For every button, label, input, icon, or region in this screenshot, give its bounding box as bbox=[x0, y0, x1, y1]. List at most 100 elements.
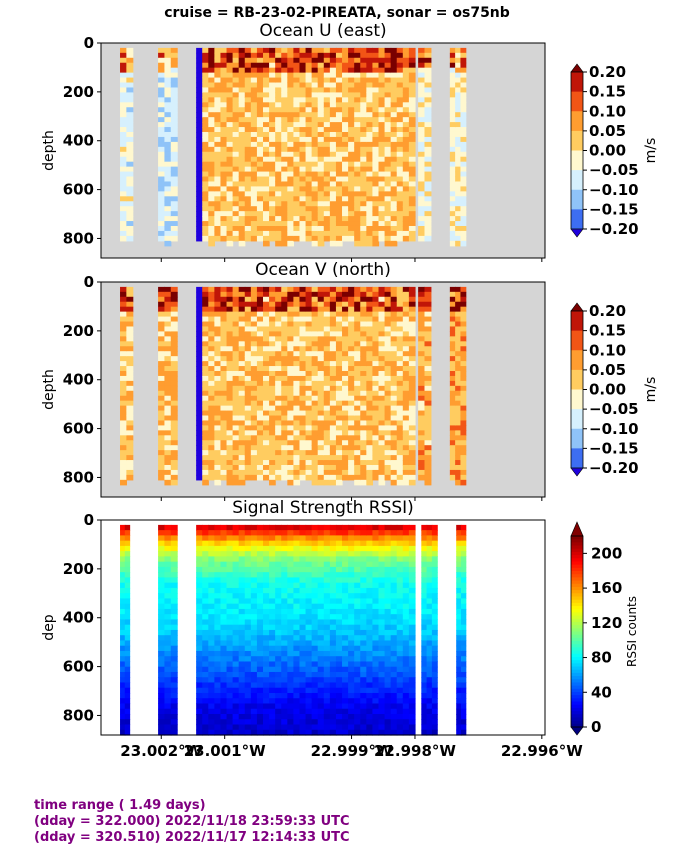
heatmap-cell bbox=[269, 469, 276, 476]
heatmap-cell bbox=[238, 146, 246, 153]
heatmap-cell bbox=[293, 366, 301, 372]
heatmap-cell bbox=[226, 692, 234, 699]
heatmap-cell bbox=[293, 535, 301, 542]
heatmap-cell bbox=[208, 635, 215, 642]
heatmap-cell bbox=[269, 608, 276, 615]
heatmap-cell bbox=[424, 107, 432, 113]
heatmap-cell bbox=[390, 186, 398, 192]
heatmap-cell bbox=[317, 629, 325, 636]
heatmap-cell bbox=[208, 117, 215, 123]
heatmap-cell bbox=[250, 650, 258, 657]
heatmap-cell bbox=[269, 127, 276, 133]
heatmap-cell bbox=[170, 87, 178, 94]
heatmap-cell bbox=[408, 361, 416, 367]
heatmap-cell bbox=[342, 587, 349, 594]
heatmap-cell bbox=[208, 385, 215, 392]
heatmap-cell bbox=[305, 582, 313, 589]
heatmap-cell bbox=[418, 151, 426, 158]
heatmap-cell bbox=[305, 341, 313, 347]
heatmap-cell bbox=[460, 351, 467, 357]
heatmap-cell bbox=[196, 361, 203, 367]
heatmap-cell bbox=[390, 356, 398, 362]
heatmap-cell bbox=[226, 682, 234, 689]
heatmap-cell bbox=[196, 171, 203, 178]
heatmap-cell bbox=[329, 52, 337, 59]
heatmap-cell bbox=[214, 593, 222, 600]
heatmap-cell bbox=[124, 666, 131, 673]
heatmap-cell bbox=[293, 122, 301, 128]
heatmap-cell bbox=[164, 445, 172, 451]
heatmap-cell bbox=[408, 316, 416, 323]
heatmap-cell bbox=[220, 102, 228, 108]
heatmap-cell bbox=[348, 97, 355, 103]
heatmap-cell bbox=[317, 296, 325, 303]
heatmap-cell bbox=[460, 146, 467, 153]
heatmap-cell bbox=[158, 62, 166, 69]
heatmap-cell bbox=[126, 311, 134, 318]
heatmap-cell bbox=[256, 341, 264, 347]
heatmap-cell bbox=[275, 57, 282, 64]
heatmap-cell bbox=[287, 524, 294, 531]
heatmap-cell bbox=[208, 593, 215, 600]
heatmap-cell bbox=[299, 102, 307, 108]
heatmap-cell bbox=[214, 661, 222, 668]
heatmap-cell bbox=[220, 97, 228, 103]
heatmap-cell bbox=[348, 572, 355, 579]
heatmap-cell bbox=[299, 331, 307, 337]
heatmap-cell bbox=[342, 545, 349, 552]
heatmap-cell bbox=[366, 464, 374, 471]
heatmap-cell bbox=[408, 460, 416, 466]
heatmap-cell bbox=[408, 336, 416, 342]
heatmap-cell bbox=[348, 336, 355, 342]
heatmap-cell bbox=[281, 52, 288, 59]
heatmap-cell bbox=[226, 102, 234, 108]
heatmap-cell bbox=[164, 341, 172, 347]
heatmap-cell bbox=[287, 582, 294, 589]
heatmap-cell bbox=[378, 206, 386, 212]
heatmap-cell bbox=[202, 92, 209, 98]
heatmap-cell bbox=[335, 286, 343, 293]
heatmap-cell bbox=[317, 67, 325, 74]
heatmap-cell bbox=[158, 640, 166, 647]
heatmap-cell bbox=[238, 650, 246, 657]
heatmap-cell bbox=[455, 102, 462, 108]
heatmap-cell bbox=[226, 729, 234, 736]
heatmap-cell bbox=[287, 62, 294, 69]
heatmap-cell bbox=[196, 450, 203, 456]
heatmap-cell bbox=[449, 395, 456, 402]
heatmap-cell bbox=[424, 57, 432, 64]
heatmap-cell bbox=[120, 296, 127, 303]
heatmap-cell bbox=[214, 72, 222, 79]
heatmap-cell bbox=[126, 176, 134, 183]
heatmap-cell bbox=[305, 692, 313, 699]
heatmap-cell bbox=[263, 671, 270, 678]
heatmap-cell bbox=[384, 166, 392, 173]
heatmap-cell bbox=[238, 624, 246, 631]
heatmap-cell bbox=[220, 450, 228, 456]
heatmap-cell bbox=[232, 196, 240, 202]
heatmap-cell bbox=[424, 230, 432, 237]
heatmap-cell bbox=[158, 301, 166, 308]
heatmap-cell bbox=[232, 161, 240, 168]
heatmap-cell bbox=[311, 380, 319, 387]
heatmap-cell bbox=[449, 72, 456, 79]
heatmap-cell bbox=[424, 469, 432, 476]
heatmap-cell bbox=[202, 719, 209, 726]
heatmap-cell bbox=[329, 321, 337, 328]
heatmap-cell bbox=[281, 176, 288, 183]
heatmap-cell bbox=[226, 703, 234, 710]
heatmap-cell bbox=[269, 171, 276, 178]
heatmap-cell bbox=[269, 624, 276, 631]
heatmap-cell bbox=[256, 171, 264, 178]
heatmap-cell bbox=[348, 107, 355, 113]
heatmap-cell bbox=[311, 230, 319, 237]
heatmap-cell bbox=[164, 82, 172, 89]
heatmap-cell bbox=[202, 375, 209, 382]
heatmap-cell bbox=[275, 326, 282, 333]
heatmap-cell bbox=[360, 351, 367, 357]
heatmap-cell bbox=[366, 331, 374, 337]
heatmap-cell bbox=[317, 395, 325, 402]
heatmap-cell bbox=[250, 171, 258, 178]
heatmap-cell bbox=[418, 141, 426, 148]
heatmap-cell bbox=[354, 62, 361, 69]
